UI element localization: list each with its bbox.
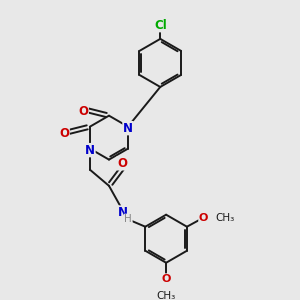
Text: O: O [161,274,171,284]
Text: CH₃: CH₃ [215,213,235,223]
Text: O: O [78,105,88,119]
Text: N: N [85,144,95,157]
Text: O: O [199,213,208,223]
Text: CH₃: CH₃ [157,291,176,300]
Text: N: N [118,206,128,219]
Text: Cl: Cl [154,19,167,32]
Text: H: H [124,214,132,224]
Text: O: O [117,157,127,170]
Text: O: O [59,127,69,140]
Text: N: N [123,122,133,135]
